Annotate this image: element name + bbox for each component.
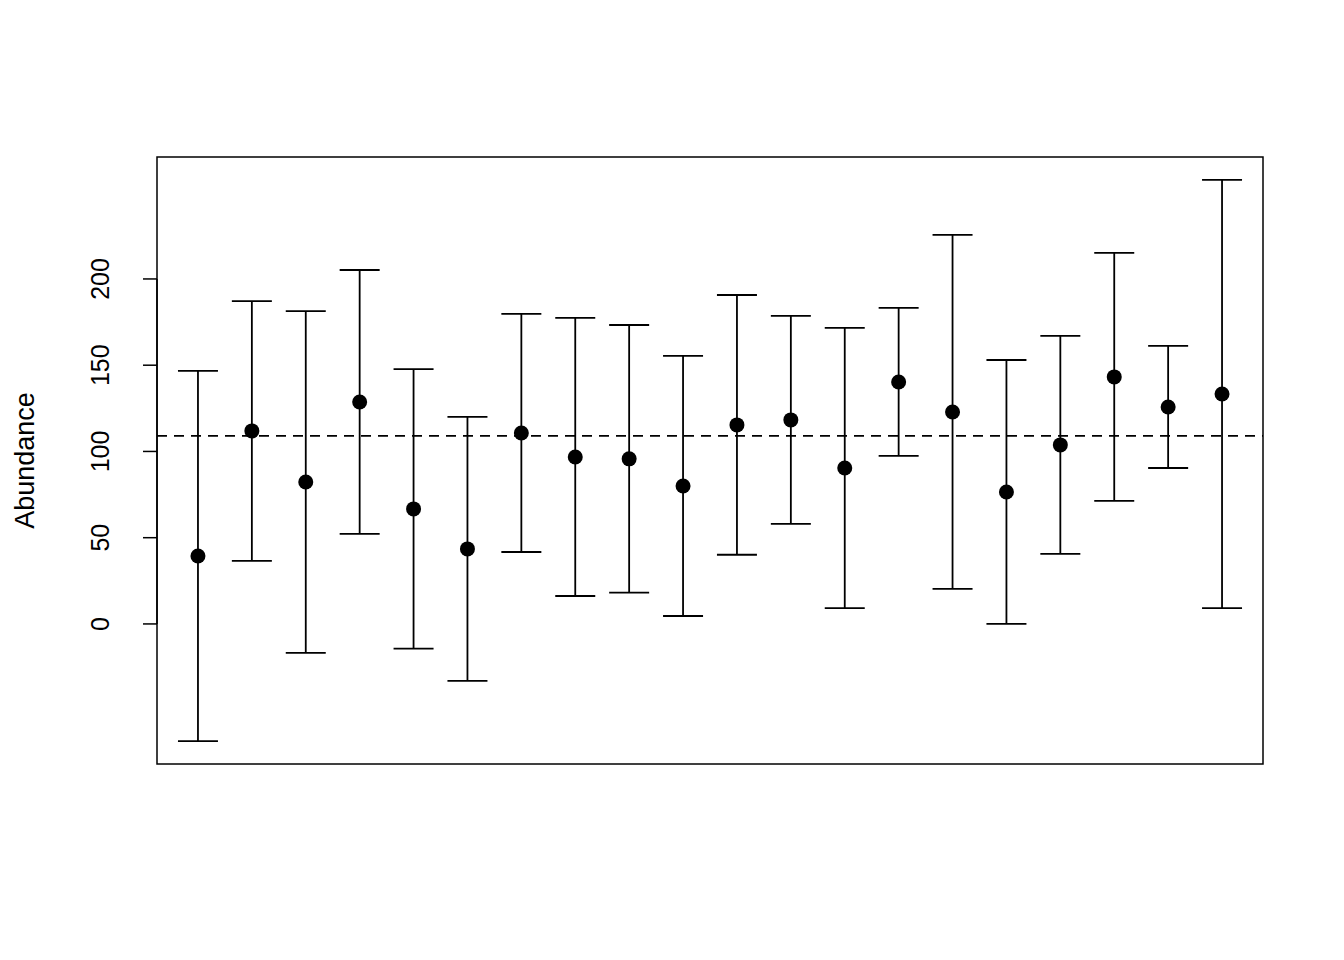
point xyxy=(568,449,583,464)
y-tick xyxy=(143,537,157,539)
point xyxy=(1107,369,1122,384)
point xyxy=(1053,437,1068,452)
point xyxy=(406,501,421,516)
point xyxy=(729,417,744,432)
error-bar xyxy=(879,308,919,456)
error-bar xyxy=(986,360,1026,624)
y-axis: 0 50 100 150 200 xyxy=(86,258,157,631)
y-tick-label: 0 xyxy=(86,617,114,631)
point xyxy=(999,484,1014,499)
point xyxy=(514,425,529,440)
point xyxy=(676,478,691,493)
point xyxy=(352,394,367,409)
error-bar xyxy=(609,325,649,593)
point xyxy=(1215,387,1230,402)
plot-area xyxy=(157,180,1263,741)
y-tick-label: 100 xyxy=(86,431,114,473)
error-bar xyxy=(555,318,595,596)
error-bar xyxy=(1094,253,1134,501)
reference-line xyxy=(157,435,1263,437)
chart: 0 50 100 150 200 Abundance xyxy=(0,0,1344,960)
error-bar xyxy=(1202,180,1242,608)
y-tick xyxy=(143,623,157,625)
y-axis-title: Abundance xyxy=(10,392,40,529)
error-bar xyxy=(825,328,865,608)
y-tick-label: 200 xyxy=(86,258,114,300)
error-bar xyxy=(286,311,326,653)
point xyxy=(1161,399,1176,414)
error-bar xyxy=(663,356,703,616)
error-bar xyxy=(394,369,434,648)
point xyxy=(837,461,852,476)
error-bar xyxy=(232,301,272,561)
point xyxy=(190,548,205,563)
error-bar xyxy=(717,295,757,555)
point xyxy=(783,412,798,427)
y-tick xyxy=(143,364,157,366)
point xyxy=(945,404,960,419)
plot-frame xyxy=(157,157,1263,764)
error-bar xyxy=(501,314,541,552)
point xyxy=(244,423,259,438)
error-bar xyxy=(771,316,811,524)
point xyxy=(891,374,906,389)
point xyxy=(298,474,313,489)
error-bar xyxy=(178,371,218,741)
point xyxy=(460,541,475,556)
y-tick-label: 50 xyxy=(86,524,114,552)
point xyxy=(622,451,637,466)
error-bar xyxy=(933,235,973,589)
y-tick xyxy=(143,451,157,453)
y-tick xyxy=(143,278,157,280)
error-bar xyxy=(1148,346,1188,468)
error-bar xyxy=(340,270,380,534)
error-bar xyxy=(1040,336,1080,554)
y-tick-label: 150 xyxy=(86,344,114,386)
error-bar xyxy=(447,417,487,681)
